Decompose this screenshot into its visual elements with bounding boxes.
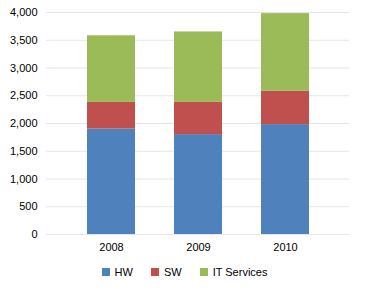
- svg-text:500: 500: [19, 200, 37, 212]
- svg-text:3,500: 3,500: [10, 34, 38, 46]
- svg-text:2,500: 2,500: [10, 89, 38, 101]
- svg-text:1,000: 1,000: [10, 173, 38, 185]
- html-text:SW: SW: [163, 266, 182, 278]
- svg-text:1,500: 1,500: [10, 145, 38, 157]
- svg-text:2008: 2008: [99, 241, 123, 253]
- svg-text:3,000: 3,000: [10, 62, 38, 74]
- html-text:IT Services: IT Services: [212, 266, 268, 278]
- svg-text:2,000: 2,000: [10, 117, 38, 129]
- html-text:HW: HW: [114, 266, 133, 278]
- svg-text:0: 0: [31, 228, 37, 240]
- svg-text:4,000: 4,000: [10, 6, 38, 18]
- svg-text:2010: 2010: [273, 241, 297, 253]
- svg-text:2009: 2009: [186, 241, 210, 253]
